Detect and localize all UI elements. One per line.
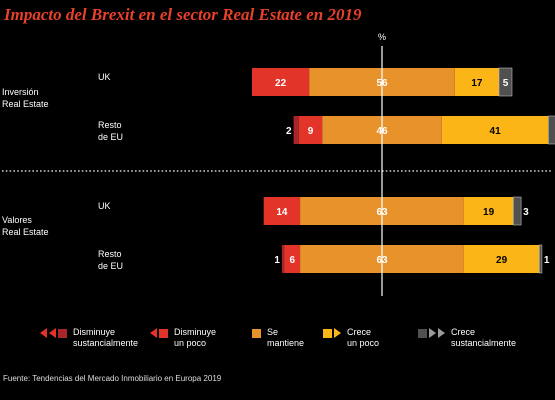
bar-segment (463, 197, 514, 225)
source-note: Fuente: Tendencias del Mercado Inmobilia… (3, 374, 222, 383)
legend-symbol (252, 327, 261, 339)
axis-unit-label: % (378, 32, 386, 42)
data-label: 19 (483, 207, 495, 218)
data-label: 1 (544, 255, 550, 266)
data-label: 29 (496, 255, 508, 266)
legend-swatch (159, 328, 168, 338)
row-label: UK (98, 201, 111, 211)
bar-segment (298, 116, 323, 144)
data-label: 6 (290, 255, 296, 266)
legend-item-increase-substantially: Crece sustancialmente (418, 327, 516, 349)
bar-segment (548, 115, 555, 145)
bar-segment (263, 197, 301, 225)
bar-segment (252, 68, 310, 96)
chart-title: Impacto del Brexit en el sector Real Est… (4, 5, 362, 24)
bar-segment (454, 68, 499, 96)
legend-swatch (418, 328, 427, 338)
data-label: 3 (523, 207, 529, 218)
bar-segment (512, 196, 522, 226)
legend-swatch (58, 328, 67, 338)
row-label: Resto de EU (98, 249, 123, 271)
legend-symbol (150, 327, 168, 339)
group-label: Inversión Real Estate (2, 87, 49, 109)
legend-label: Crece un poco (347, 327, 380, 348)
row-label: UK (98, 72, 111, 82)
arrow-right-icon (334, 328, 341, 338)
bar-segment (293, 116, 299, 144)
arrow-left-icon (49, 328, 56, 338)
data-label: 1 (274, 255, 280, 266)
arrow-right-icon (438, 328, 445, 338)
legend-symbol (323, 327, 341, 339)
legend-item-decrease-slightly: Disminuye un poco (150, 327, 216, 349)
legend-swatch (323, 328, 332, 338)
bar-segment (538, 244, 543, 274)
arrow-left-icon (150, 328, 157, 338)
data-label: 14 (276, 207, 288, 218)
bar-segment (284, 245, 301, 273)
legend-label: Disminuye un poco (174, 327, 217, 348)
legend-swatch (252, 328, 261, 338)
legend-symbol (418, 327, 445, 339)
data-label: 17 (471, 78, 483, 89)
arrow-right-icon (429, 328, 436, 338)
legend-symbol (40, 327, 67, 339)
legend-label: Se mantiene (267, 327, 305, 348)
bar-segment (281, 245, 285, 273)
data-label: 41 (490, 126, 502, 137)
arrow-left-icon (40, 328, 47, 338)
data-label: 22 (275, 78, 287, 89)
legend-label: Disminuye sustancialmente (73, 327, 139, 348)
bar-segment (463, 245, 540, 273)
data-label: 5 (503, 78, 509, 89)
legend-label: Crece sustancialmente (451, 327, 517, 348)
legend: Disminuye sustancialmente Disminuye un p… (40, 327, 550, 357)
legend-item-increase-slightly: Crece un poco (323, 327, 379, 349)
bar-segment (498, 67, 513, 97)
bar-segment (441, 116, 549, 144)
legend-item-stays-same: Se mantiene (252, 327, 304, 349)
row-label: Resto de EU (98, 120, 123, 142)
group-label: Valores Real Estate (2, 215, 49, 237)
data-label: 9 (308, 126, 314, 137)
legend-item-decrease-substantially: Disminuye sustancialmente (40, 327, 138, 349)
data-label: 2 (286, 126, 292, 137)
